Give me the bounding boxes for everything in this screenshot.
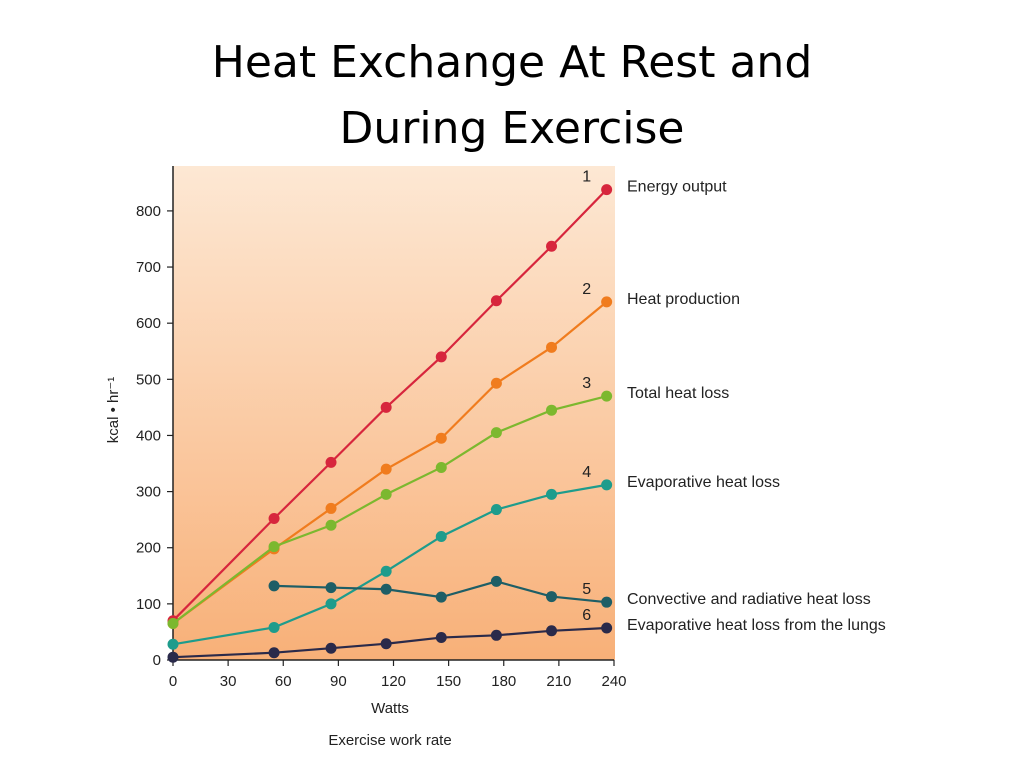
series-5	[268, 575, 613, 608]
data-point	[601, 622, 613, 634]
data-point	[490, 427, 502, 439]
series-line	[172, 188, 608, 622]
data-point	[325, 456, 337, 468]
y-tick-label: 0	[153, 652, 161, 669]
y-tick-label: 700	[136, 259, 161, 276]
data-point	[601, 479, 613, 491]
series-6	[167, 622, 613, 663]
data-point	[601, 184, 613, 196]
title-line-1: Heat Exchange At Rest and	[211, 37, 813, 88]
y-tick-label: 300	[136, 484, 161, 501]
series-line	[172, 626, 607, 659]
series-number: 2	[582, 281, 591, 298]
data-point	[546, 591, 558, 603]
title-line-2: During Exercise	[339, 103, 685, 154]
x-tick-label: 210	[546, 673, 571, 690]
data-point	[435, 632, 447, 644]
series-name-label: Energy output	[627, 179, 727, 196]
data-point	[167, 638, 179, 650]
data-point	[380, 565, 392, 577]
data-point	[435, 432, 447, 444]
data-point	[546, 341, 558, 353]
x-tick-label: 180	[491, 673, 516, 690]
data-point	[380, 638, 392, 650]
data-point	[435, 531, 447, 542]
y-tick-label: 600	[136, 315, 161, 332]
data-point	[490, 295, 502, 307]
data-point	[546, 625, 558, 637]
data-point	[325, 598, 337, 610]
series-name-label: Evaporative heat loss	[627, 474, 780, 491]
data-point	[546, 488, 558, 500]
series-layer	[167, 184, 613, 663]
data-point	[325, 502, 337, 514]
data-point	[325, 519, 337, 531]
x-tick-label: 60	[275, 673, 292, 690]
series-3	[167, 390, 613, 630]
plot-background	[173, 166, 615, 660]
labels-layer: 1 Energy output 2 Heat production 3 Total hea…	[582, 169, 886, 634]
data-point	[167, 651, 179, 663]
y-tick-label: 800	[136, 203, 161, 220]
series-number: 4	[582, 464, 591, 481]
series-name-label: Evaporative heat loss from the lungs	[627, 617, 886, 634]
x-tick-label: 0	[169, 673, 177, 690]
data-point	[435, 351, 447, 363]
data-point	[546, 404, 558, 416]
data-point	[325, 582, 337, 594]
x-tick-label: 150	[436, 673, 461, 690]
data-point	[380, 463, 392, 475]
series-4	[167, 479, 613, 650]
data-point	[490, 575, 502, 587]
y-tick-label: 400	[136, 427, 161, 444]
x-tick-label: 120	[381, 673, 406, 690]
series-line	[172, 483, 607, 646]
data-point	[268, 647, 280, 659]
data-point	[546, 240, 558, 252]
data-point	[490, 504, 502, 516]
data-point	[380, 488, 392, 500]
data-point	[268, 513, 280, 525]
data-point	[435, 461, 447, 473]
y-axis-label: kcal • hr⁻¹	[105, 377, 122, 444]
data-point	[601, 296, 613, 308]
data-point	[490, 377, 502, 389]
data-point	[435, 591, 447, 603]
slide-title: Heat Exchange At Rest and During Exercis…	[0, 30, 1024, 162]
series-1	[167, 184, 613, 627]
data-point	[601, 596, 613, 608]
data-point	[268, 541, 280, 553]
x-axis-sublabel: Exercise work rate	[328, 732, 451, 749]
data-point	[167, 618, 179, 630]
data-point	[380, 401, 392, 413]
series-name-label: Convective and radiative heat loss	[627, 591, 871, 608]
data-point	[268, 580, 280, 592]
series-number: 3	[582, 375, 591, 392]
series-number: 1	[582, 169, 591, 186]
x-tick-label: 90	[330, 673, 347, 690]
series-line	[172, 395, 607, 625]
y-tick-label: 500	[136, 371, 161, 388]
y-tick-label: 100	[136, 596, 161, 613]
data-point	[601, 390, 613, 402]
data-point	[380, 583, 392, 595]
series-number: 5	[582, 581, 591, 598]
series-name-label: Heat production	[627, 291, 740, 308]
x-tick-label: 240	[601, 673, 626, 690]
series-number: 6	[582, 607, 591, 624]
series-name-label: Total heat loss	[627, 385, 729, 402]
data-point	[268, 621, 280, 633]
data-point	[490, 629, 502, 641]
axes: 0 100 200 300 400 500 600 700 800 0 30 60 90 120 150 18…	[136, 166, 627, 690]
x-axis-label: Watts	[371, 700, 409, 717]
data-point	[325, 642, 337, 654]
y-tick-label: 200	[136, 540, 161, 557]
x-tick-label: 30	[220, 673, 237, 690]
